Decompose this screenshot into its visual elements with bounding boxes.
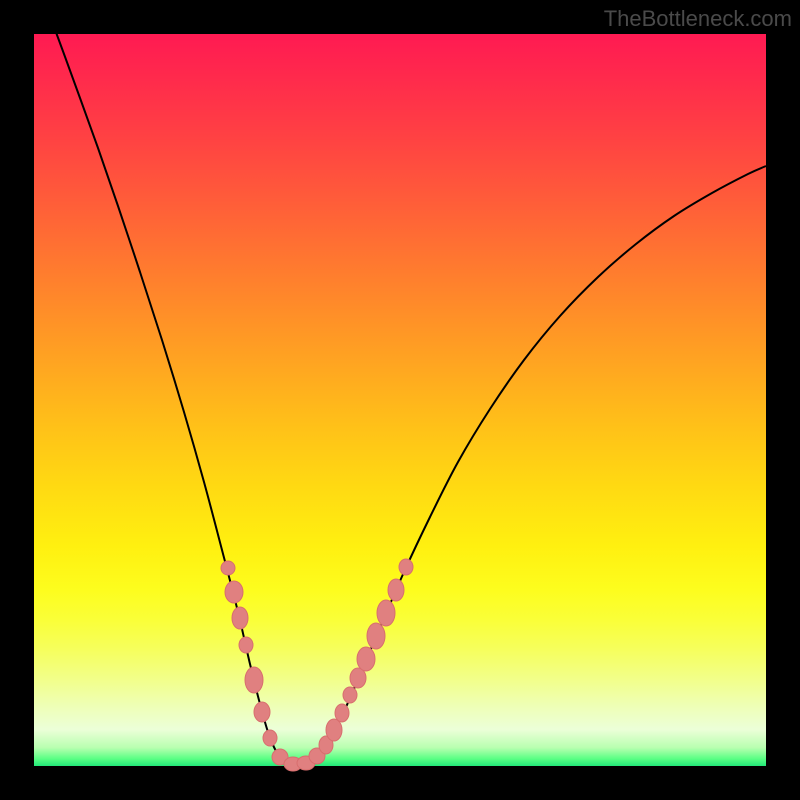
data-marker (343, 687, 357, 703)
data-marker (232, 607, 248, 629)
data-marker (399, 559, 413, 575)
data-marker (326, 719, 342, 741)
data-marker (367, 623, 385, 649)
data-marker (377, 600, 395, 626)
data-marker (221, 561, 235, 575)
curve-layer (0, 0, 800, 800)
data-marker (335, 704, 349, 722)
chart-canvas: TheBottleneck.com (0, 0, 800, 800)
left-curve (50, 16, 298, 765)
data-marker (225, 581, 243, 603)
watermark-text: TheBottleneck.com (604, 6, 792, 32)
data-marker (239, 637, 253, 653)
data-marker (357, 647, 375, 671)
data-marker (388, 579, 404, 601)
data-marker (245, 667, 263, 693)
data-marker (254, 702, 270, 722)
right-curve (298, 166, 766, 765)
data-marker (263, 730, 277, 746)
